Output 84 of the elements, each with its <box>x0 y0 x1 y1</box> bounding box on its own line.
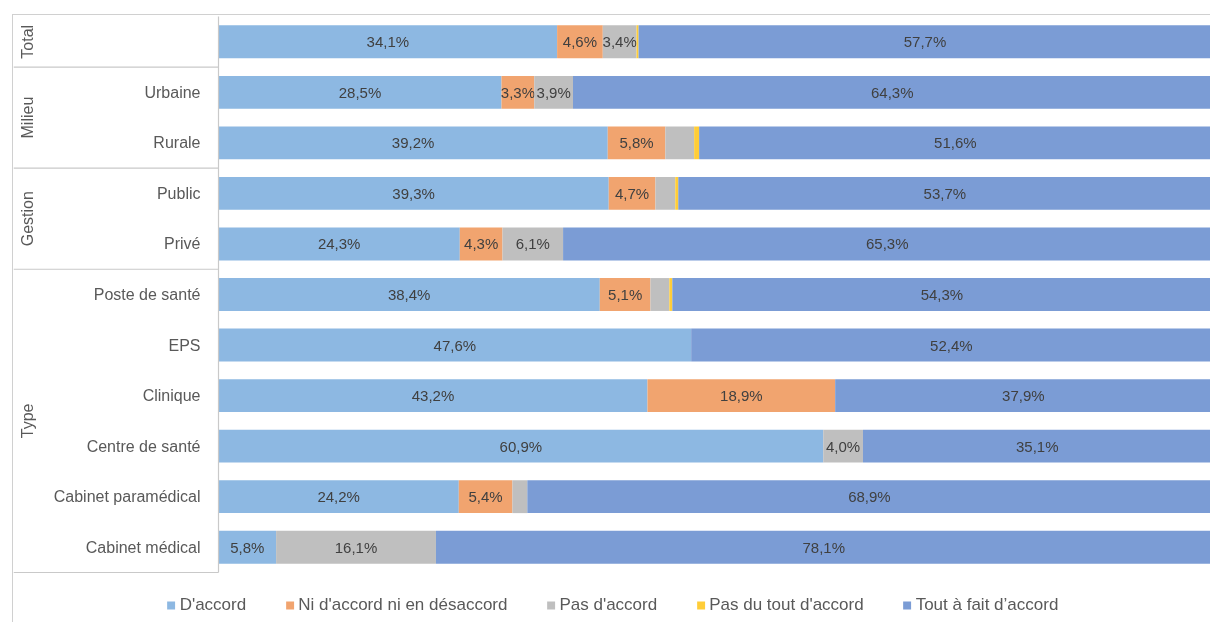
bar <box>669 278 673 311</box>
bar <box>218 278 600 311</box>
data-label: 3,4% <box>602 33 637 51</box>
data-label: 53,7% <box>923 184 967 202</box>
data-label: 52,4% <box>930 336 973 354</box>
data-label: 78,1% <box>802 538 846 556</box>
bar <box>835 379 1210 413</box>
data-label: 64,3% <box>870 83 914 101</box>
text: Gestion <box>19 191 36 247</box>
data-label: 6,1% <box>515 235 550 253</box>
data-label: 3,9% <box>536 83 571 101</box>
data-label: 60,9% <box>499 437 543 455</box>
data-label: 65,3% <box>866 235 909 253</box>
bar <box>218 227 460 261</box>
bar <box>435 530 1210 564</box>
data-label: 4,0% <box>826 437 861 455</box>
bar <box>218 429 824 463</box>
bar <box>694 126 700 160</box>
data-label: 4,7% <box>614 184 650 202</box>
data-label: 43,2% <box>411 387 455 405</box>
text: Type <box>19 403 36 439</box>
data-label: 4,6% <box>562 33 598 51</box>
legend-label: Pas du tout d'accord <box>709 595 864 615</box>
bar <box>218 25 558 59</box>
bar <box>276 530 436 564</box>
legend-label: D'accord <box>179 595 247 615</box>
data-label: 47,6% <box>433 336 477 354</box>
data-label: 18,9% <box>720 387 763 405</box>
bar <box>512 480 528 514</box>
data-label: 54,3% <box>920 286 964 303</box>
bar <box>218 75 502 109</box>
data-label: 5,8% <box>619 134 654 152</box>
bar <box>691 328 1210 362</box>
bar <box>862 429 1210 463</box>
bar <box>218 379 648 413</box>
bar <box>675 176 679 210</box>
data-label: 68,9% <box>848 488 891 506</box>
data-label: 16,1% <box>334 538 378 556</box>
data-label: 24,2% <box>317 488 360 506</box>
y-tick-label: Urbaine <box>144 83 201 101</box>
bar <box>218 328 692 362</box>
text: Milieu <box>19 96 36 139</box>
bar <box>218 126 608 160</box>
bar <box>665 126 695 160</box>
bar <box>699 126 1210 160</box>
y-tick-label: Public <box>156 184 201 202</box>
legend-label: Tout à fait d’accord <box>915 595 1059 615</box>
y-tick-label: Poste de santé <box>93 286 201 303</box>
bar <box>650 278 670 311</box>
text: Total <box>19 24 36 59</box>
data-label: 39,2% <box>391 134 435 152</box>
bar <box>655 176 676 210</box>
data-label: 35,1% <box>1015 437 1059 455</box>
data-label: 51,6% <box>934 134 977 152</box>
y-tick-label: EPS <box>168 336 201 354</box>
legend-label: Ni d'accord ni en désaccord <box>298 595 508 615</box>
data-label: 3,3% <box>500 83 535 101</box>
data-label: 39,3% <box>392 184 435 202</box>
y-tick-label: Clinique <box>142 387 201 405</box>
y-tick-label: Rurale <box>153 134 201 152</box>
bar <box>573 75 1210 109</box>
bar <box>563 227 1210 261</box>
bar <box>527 480 1210 514</box>
bar <box>647 379 836 413</box>
bar <box>218 480 459 514</box>
data-label: 57,7% <box>903 33 947 51</box>
legend-label: Pas d'accord <box>559 595 658 615</box>
data-label: 24,3% <box>317 235 361 253</box>
y-tick-label: Centre de santé <box>86 437 201 455</box>
bar <box>638 25 1210 59</box>
data-label: 37,9% <box>1002 387 1045 405</box>
bar <box>672 278 1210 311</box>
data-label: 28,5% <box>338 83 382 101</box>
y-tick-label: Cabinet paramédical <box>53 488 201 506</box>
y-tick-label: Cabinet médical <box>85 538 201 556</box>
data-label: 4,3% <box>464 235 499 253</box>
data-label: 38,4% <box>387 286 431 303</box>
data-label: 5,8% <box>230 538 265 556</box>
data-label: 34,1% <box>366 33 410 51</box>
y-tick-label: Privé <box>164 235 201 253</box>
bar <box>678 176 1210 210</box>
bar <box>218 176 609 210</box>
data-label: 5,1% <box>608 286 643 303</box>
data-label: 5,4% <box>468 488 503 506</box>
